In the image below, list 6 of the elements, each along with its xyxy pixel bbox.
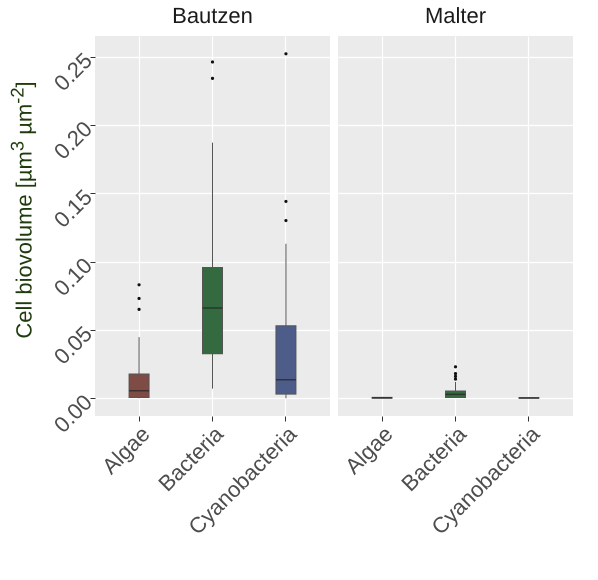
y-tick-label: 0.10 [49,252,97,301]
y-tick-label: 0.20 [49,116,97,164]
chart-title: Bautzen [172,3,253,28]
chart-title: Malter [424,3,486,28]
y-tick-label: 0.00 [49,390,97,438]
y-tick-label: 0.05 [49,321,97,370]
